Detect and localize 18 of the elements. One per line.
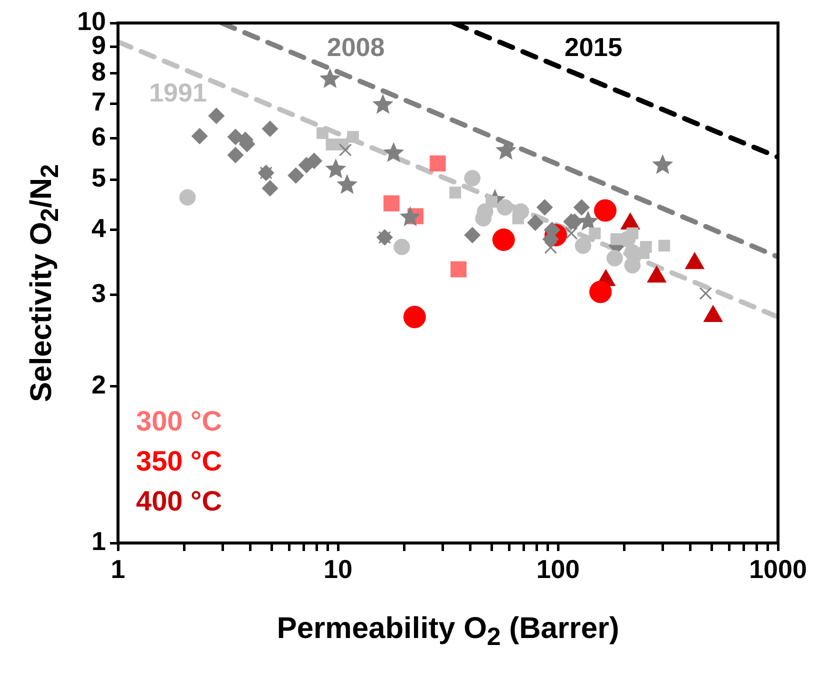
- series-label: 2015: [564, 32, 622, 62]
- x-tick-label: 10: [324, 554, 352, 584]
- text: 400 °C: [136, 486, 222, 517]
- y-tick-label: 1: [92, 526, 106, 556]
- y-tick-label: 7: [92, 86, 106, 117]
- y-tick-label: 2: [92, 370, 106, 400]
- x-tick-label: 1000: [749, 554, 807, 584]
- text: 300 °C: [136, 406, 222, 437]
- series-label: 2008: [326, 32, 385, 62]
- x-axis-title: Permeability O$_{2}$ (Barrer): [276, 612, 620, 652]
- x-tick-label: 1: [110, 554, 126, 584]
- x-tick-label: 100: [536, 554, 580, 584]
- series-label: 1991: [149, 78, 207, 108]
- y-tick-label: 4: [92, 213, 107, 244]
- y-tick-label: 5: [92, 162, 106, 193]
- text: 350 °C: [136, 446, 222, 477]
- y-tick-label: 3: [92, 278, 106, 308]
- y-tick-label: 6: [92, 122, 106, 152]
